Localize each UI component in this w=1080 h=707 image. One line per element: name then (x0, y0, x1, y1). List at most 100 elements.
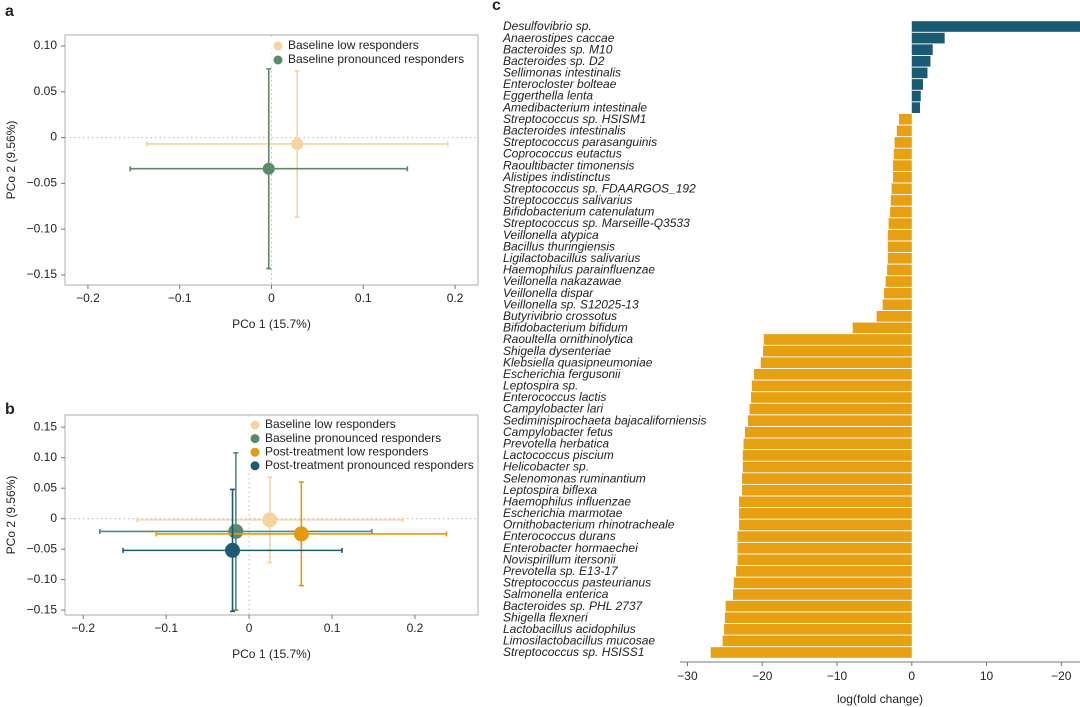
bar (894, 137, 912, 148)
bar (737, 531, 912, 542)
bar (762, 345, 912, 357)
category-label: Escherichia fergusonii (503, 367, 621, 381)
legend-label: Baseline low responders (265, 417, 396, 431)
category-label: Streptococcus sp. Marseille-Q3533 (503, 216, 690, 230)
category-label: Streptococcus sp. HSISS1 (503, 645, 644, 659)
x-tick-label: −0.2 (76, 291, 100, 305)
legend-bg (270, 53, 475, 67)
bar (911, 55, 931, 67)
bar (887, 264, 912, 276)
bar (724, 623, 912, 635)
x-axis-label: PCo 1 (15.7%) (232, 647, 311, 661)
x-tick-label: −10 (827, 669, 848, 683)
category-label: Enterobacter hormaechei (503, 541, 638, 555)
category-label: Streptococcus parasanguinis (503, 135, 657, 149)
bar (722, 635, 912, 647)
point (291, 137, 304, 150)
category-label: Ligilactobacillus salivarius (503, 251, 640, 265)
bar (911, 67, 928, 79)
category-label: Veillonella dispar (503, 286, 594, 300)
category-label: Campylobacter lari (503, 402, 603, 416)
x-tick-label: −0.1 (168, 291, 192, 305)
bar (911, 44, 933, 56)
bar (911, 32, 945, 44)
y-tick-label: 0 (50, 511, 57, 525)
legend-bg (247, 418, 452, 432)
legend-label: Baseline low responders (288, 38, 419, 52)
x-tick-label: −30 (677, 669, 698, 683)
y-axis-label: PCo 2 (9.56%) (4, 121, 18, 200)
bar (739, 519, 912, 531)
bar (724, 612, 912, 624)
bar (742, 484, 912, 496)
bar (893, 148, 912, 160)
bar (742, 450, 912, 461)
bar (887, 229, 912, 241)
category-label: Leptospira sp. (503, 379, 578, 393)
category-label: Shigella flexneri (503, 610, 588, 624)
bar (745, 426, 912, 438)
category-label: Raoultibacter timonensis (503, 158, 634, 172)
bar (887, 241, 912, 253)
bar (760, 357, 912, 369)
bar (911, 21, 1080, 32)
bar (710, 647, 912, 658)
bar (754, 368, 912, 380)
panel-letter: c (492, 0, 501, 14)
bar (876, 310, 912, 322)
bar (763, 334, 912, 345)
category-label: Shigella dysenteriae (503, 344, 611, 358)
legend-marker (250, 447, 260, 457)
category-label: Haemophilus influenzae (503, 494, 631, 508)
y-tick-label: 0.15 (34, 419, 58, 433)
bar (749, 403, 912, 415)
y-tick-label: −0.05 (27, 541, 58, 555)
category-label: Campylobacter fetus (503, 425, 613, 439)
legend-bg (247, 432, 452, 446)
bar (890, 206, 912, 218)
point (262, 512, 278, 528)
legend-label: Baseline pronounced responders (265, 431, 441, 445)
bar (733, 589, 912, 600)
point (228, 523, 244, 539)
category-label: Bacteroides sp. PHL 2737 (503, 599, 644, 613)
category-label: Alistipes indistinctus (502, 170, 610, 184)
bar (891, 183, 912, 195)
point (293, 526, 309, 542)
y-tick-label: 0.05 (34, 84, 58, 98)
y-axis-label: PCo 2 (9.56%) (4, 476, 18, 555)
bar (911, 90, 921, 102)
point (225, 542, 241, 558)
category-label: Eggerthella lenta (503, 89, 593, 103)
category-label: Helicobacter sp. (503, 460, 589, 474)
bar (736, 566, 912, 577)
y-tick-label: −0.15 (27, 602, 58, 616)
category-label: Sediminispirochaeta bajacaliforniensis (503, 413, 706, 427)
bar (888, 218, 912, 229)
category-label: Bacillus thuringiensis (503, 239, 615, 253)
plot-frame (64, 414, 479, 616)
bar (751, 380, 912, 392)
bar (743, 438, 912, 450)
x-tick-label: −0.2 (71, 621, 95, 635)
panel-letter: b (5, 401, 15, 418)
category-label: Enterococcus lactis (503, 390, 606, 404)
x-tick-label: −20 (1051, 669, 1072, 683)
legend-bg (270, 39, 475, 53)
category-label: Coprococcus eutactus (503, 147, 622, 161)
x-axis-label: log(fold change) (837, 692, 923, 706)
bar (884, 287, 912, 299)
bar (751, 392, 912, 403)
bar (893, 160, 912, 171)
category-label: Bacteroides intestinalis (503, 124, 626, 138)
legend-marker (273, 55, 283, 65)
legend-bg (247, 459, 452, 473)
legend-label: Post-treatment pronounced responders (265, 458, 474, 472)
panel-letter: a (5, 3, 14, 20)
category-label: Sellimonas intestinalis (503, 66, 621, 80)
legend-marker (250, 420, 260, 430)
category-label: Butyrivibrio crossotus (503, 309, 617, 323)
category-label: Raoultella ornithinolytica (503, 332, 633, 346)
category-label: Salmonella enterica (503, 587, 609, 601)
